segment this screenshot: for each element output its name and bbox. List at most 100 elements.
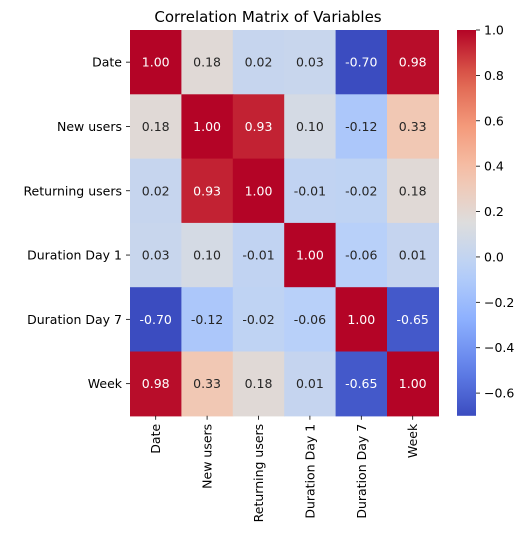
heatmap-cell xyxy=(130,30,182,95)
heatmap-cell xyxy=(232,30,285,95)
heatmap-cell xyxy=(181,158,234,224)
cell-value-label: -0.06 xyxy=(294,312,326,327)
heatmap-cell xyxy=(232,287,285,353)
heatmap-cell xyxy=(335,158,388,224)
cell-value-label: -0.65 xyxy=(345,376,377,391)
cell-value-label: 0.02 xyxy=(245,55,273,70)
heatmap-cell xyxy=(284,287,337,353)
colorbar-tick-label: −0.4 xyxy=(484,340,514,355)
x-tick-label: Week xyxy=(405,423,420,458)
cell-value-label: 0.01 xyxy=(296,376,324,391)
cell-value-label: 1.00 xyxy=(347,312,375,327)
cell-value-label: 0.93 xyxy=(193,183,221,198)
heatmap-cell xyxy=(335,287,388,353)
colorbar-tick-label: 0.0 xyxy=(484,249,504,264)
colorbar xyxy=(457,30,476,416)
colorbar-tick-label: 0.8 xyxy=(484,68,504,83)
heatmap-cell xyxy=(181,351,234,417)
cell-value-label: 0.18 xyxy=(245,376,273,391)
heatmap-cell xyxy=(387,158,439,224)
cell-value-label: -0.12 xyxy=(345,119,377,134)
cell-value-label: -0.02 xyxy=(345,183,377,198)
cell-value-label: 0.03 xyxy=(142,248,170,263)
heatmap-cell xyxy=(335,30,388,95)
cell-value-label: 1.00 xyxy=(142,55,170,70)
cell-value-label: 1.00 xyxy=(245,183,273,198)
heatmap-cell xyxy=(232,351,285,417)
cell-value-label: 1.00 xyxy=(296,248,324,263)
cell-value-label: 0.10 xyxy=(193,248,221,263)
cell-value-label: 0.98 xyxy=(399,55,427,70)
x-tick-label: Duration Day 7 xyxy=(354,424,369,519)
colorbar-tick-label: 0.2 xyxy=(484,204,504,219)
heatmap-cell xyxy=(181,222,234,288)
heatmap-cell xyxy=(232,158,285,224)
heatmap-cell xyxy=(130,94,182,160)
heatmap-cell xyxy=(335,222,388,288)
cell-value-label: 0.93 xyxy=(245,119,273,134)
y-tick-label: Returning users xyxy=(23,183,122,198)
colorbar-tick-label: 1.0 xyxy=(484,23,504,38)
heatmap-cell xyxy=(130,351,182,417)
heatmap-cell xyxy=(284,158,337,224)
heatmap-cell xyxy=(232,222,285,288)
heatmap-cell xyxy=(284,351,337,417)
chart-title: Correlation Matrix of Variables xyxy=(154,8,381,26)
heatmap-cell xyxy=(284,30,337,95)
x-tick-label: Duration Day 1 xyxy=(302,424,317,519)
heatmap-cell xyxy=(181,30,234,95)
heatmap-cell xyxy=(335,351,388,417)
cell-value-label: 0.10 xyxy=(296,119,324,134)
x-axis-tick-labels: Date New users Returning users Duration Day… xyxy=(148,415,420,523)
heatmap-cell xyxy=(335,94,388,160)
cell-value-label: -0.02 xyxy=(242,312,274,327)
heatmap-cells: 1.00 0.18 0.02 0.03 -0.70 0.98 0.18 1.00 0.93 0.1… xyxy=(130,30,439,417)
cell-value-label: 1.00 xyxy=(399,376,427,391)
colorbar-tick-label: −0.2 xyxy=(484,295,514,310)
cell-value-label: -0.70 xyxy=(345,55,377,70)
cell-value-label: 0.03 xyxy=(296,55,324,70)
heatmap-cell xyxy=(232,94,285,160)
heatmap-cell xyxy=(130,158,182,224)
x-tick-label: Returning users xyxy=(251,424,266,523)
y-tick-label: Duration Day 1 xyxy=(27,248,122,263)
cell-value-label: -0.65 xyxy=(397,312,429,327)
cell-value-label: -0.12 xyxy=(191,312,223,327)
x-tick-label: New users xyxy=(200,424,215,489)
y-axis-tick-labels: Date New users Returning users Duration Day… xyxy=(23,55,130,391)
cell-value-label: 0.18 xyxy=(399,183,427,198)
cell-value-label: -0.06 xyxy=(345,248,377,263)
heatmap-cell xyxy=(387,94,439,160)
y-tick-label: New users xyxy=(57,119,122,134)
colorbar-ticks: 1.0 0.8 0.6 0.4 0.2 0.0 −0.2 −0.4 −0.6 xyxy=(476,23,514,401)
cell-value-label: 0.33 xyxy=(399,119,427,134)
cell-value-label: 0.18 xyxy=(193,55,221,70)
heatmap-cell xyxy=(181,287,234,353)
heatmap-cell xyxy=(181,94,234,160)
heatmap-cell xyxy=(284,222,337,288)
y-tick-label: Date xyxy=(92,55,122,70)
y-tick-label: Duration Day 7 xyxy=(27,312,122,327)
heatmap-cell xyxy=(387,351,439,417)
x-tick-label: Date xyxy=(148,424,163,454)
cell-value-label: -0.70 xyxy=(140,312,172,327)
cell-value-label: 0.02 xyxy=(142,183,170,198)
cell-value-label: 1.00 xyxy=(193,119,221,134)
cell-value-label: 0.98 xyxy=(142,376,170,391)
heatmap-cell xyxy=(387,222,439,288)
cell-value-label: 0.33 xyxy=(193,376,221,391)
heatmap-cell xyxy=(387,30,439,95)
cell-value-label: 0.18 xyxy=(142,119,170,134)
cell-value-label: 0.01 xyxy=(399,248,427,263)
colorbar-tick-label: 0.4 xyxy=(484,159,504,174)
y-tick-label: Week xyxy=(88,376,123,391)
heatmap-cell xyxy=(387,287,439,353)
colorbar-tick-label: 0.6 xyxy=(484,113,504,128)
cell-value-label: -0.01 xyxy=(242,248,274,263)
cell-value-label: -0.01 xyxy=(294,183,326,198)
colorbar-tick-label: −0.6 xyxy=(484,386,514,401)
heatmap-cell xyxy=(130,222,182,288)
heatmap-cell xyxy=(284,94,337,160)
heatmap-cell xyxy=(130,287,182,353)
